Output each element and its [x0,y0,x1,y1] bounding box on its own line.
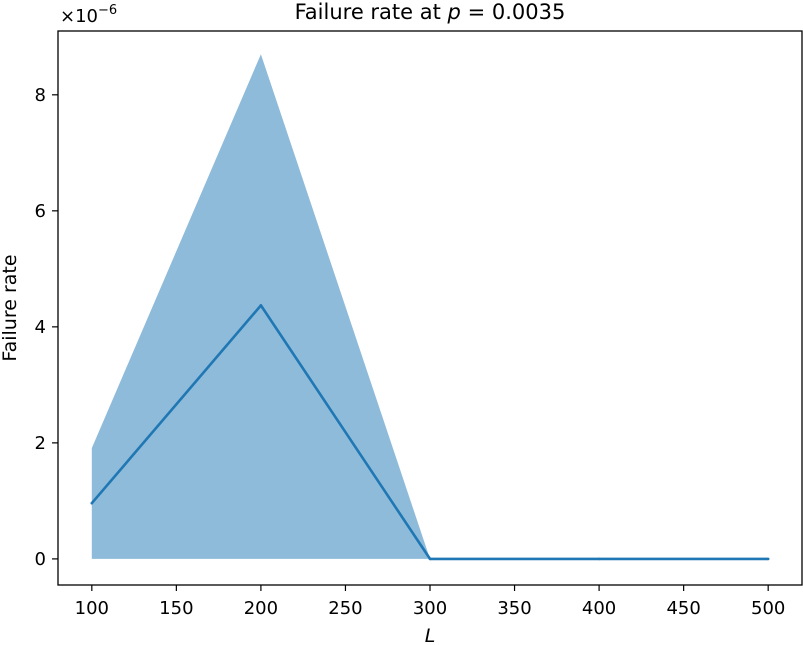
y-tick-label: 4 [35,317,46,338]
x-tick-label: 100 [75,598,109,619]
chart-title-suffix: = 0.0035 [461,0,565,24]
x-axis-label: L [425,625,436,645]
chart-title-var: p [447,0,461,24]
plot-frame [57,30,803,586]
series-line-layer [90,304,770,561]
x-tick-label: 300 [413,598,447,619]
y-offset-exponent: −6 [98,3,117,18]
y-tick-label: 8 [35,85,46,106]
confidence-band-layer [91,54,769,559]
x-ticks: 100 150 200 250 300 350 400 450 500 [75,585,785,619]
x-tick-label: 450 [666,598,700,619]
y-tick-label: 2 [35,433,46,454]
y-offset-label: ×10−6 [60,3,117,27]
confidence-band [91,54,769,559]
x-tick-label: 250 [328,598,362,619]
x-tick-label: 150 [159,598,193,619]
x-tick-label: 350 [497,598,531,619]
data-point [766,557,770,561]
chart-title-prefix: Failure rate at [295,0,448,24]
x-tick-label: 500 [751,598,785,619]
data-point [259,304,263,307]
x-tick-label: 400 [582,598,616,619]
data-point [428,557,432,561]
y-ticks: 0 2 4 6 8 [35,85,58,570]
x-tick-label: 200 [244,598,278,619]
data-point [90,501,94,505]
data-point [597,557,601,561]
y-offset-base: ×10 [60,6,98,27]
y-tick-label: 0 [35,549,46,570]
y-axis-label: Failure rate [0,254,21,361]
y-tick-label: 6 [35,201,46,222]
chart-title: Failure rate at p = 0.0035 [295,0,566,24]
